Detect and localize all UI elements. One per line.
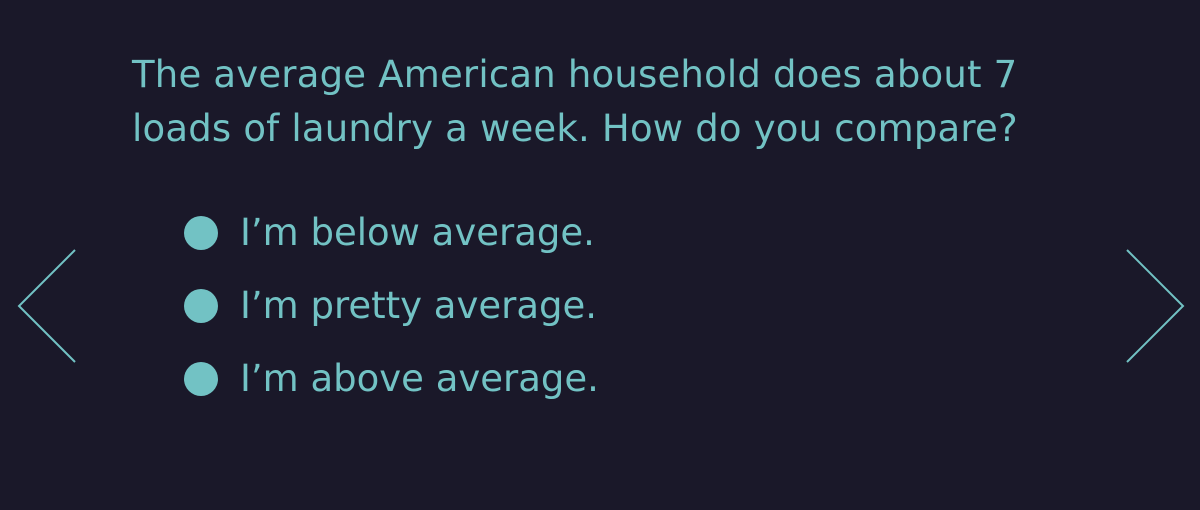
next-button[interactable] bbox=[1122, 246, 1186, 366]
radio-button-icon[interactable] bbox=[184, 361, 218, 396]
option-pretty-average[interactable]: I’m pretty average. bbox=[184, 269, 599, 342]
option-above-average[interactable]: I’m above average. bbox=[184, 342, 599, 415]
question-text: The average American household does abou… bbox=[132, 53, 1018, 150]
previous-button[interactable] bbox=[14, 246, 78, 366]
answer-options: I’m below average. I’m pretty average. I… bbox=[184, 196, 599, 415]
option-label: I’m pretty average. bbox=[240, 283, 598, 327]
chevron-right-icon bbox=[1126, 249, 1185, 363]
option-below-average[interactable]: I’m below average. bbox=[184, 196, 599, 269]
option-label: I’m below average. bbox=[240, 210, 595, 254]
chevron-left-icon bbox=[17, 249, 76, 363]
radio-button-icon[interactable] bbox=[184, 215, 218, 250]
option-label: I’m above average. bbox=[240, 356, 599, 400]
radio-button-icon[interactable] bbox=[184, 288, 218, 323]
